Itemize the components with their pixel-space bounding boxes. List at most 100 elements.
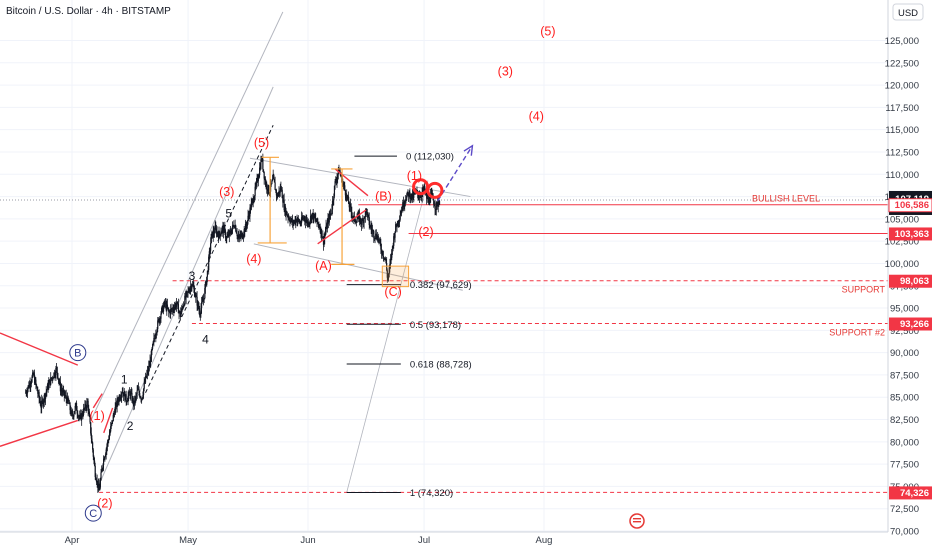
candle-body [130, 392, 132, 396]
candle-body [105, 449, 107, 455]
target-arrow-head [463, 144, 474, 156]
candle-body [48, 382, 50, 389]
candle-body [210, 243, 212, 251]
candle-body [126, 400, 129, 402]
candle-body [311, 213, 313, 220]
candle-body [249, 207, 251, 217]
candle-body [57, 378, 60, 381]
currency-label[interactable]: USD [898, 8, 918, 19]
y-tick-label: 70,000 [890, 527, 919, 538]
candle-body [134, 397, 136, 404]
candle-body [298, 219, 300, 223]
candle-body [279, 187, 281, 193]
candle-body [226, 237, 228, 239]
candle-body [77, 416, 80, 418]
candle-body [90, 422, 92, 434]
levels-layer: BULLISH LEVEL SUPPORT SUPPORT #2 [0, 194, 888, 493]
candle-body [382, 250, 384, 257]
candle-body [287, 215, 289, 218]
candle-body [254, 186, 256, 196]
candle-body [375, 233, 377, 238]
candle-body [198, 307, 200, 311]
candle-body [67, 396, 69, 401]
candle-body [183, 304, 185, 306]
candle-body [200, 308, 202, 315]
candle-body [193, 289, 196, 297]
candle-body [378, 239, 380, 241]
candle-body [260, 159, 263, 161]
candle-body [92, 442, 94, 450]
candle-body [353, 216, 356, 218]
x-tick-label: Jun [300, 535, 315, 546]
candle-body [320, 228, 322, 233]
candle-body [271, 178, 274, 181]
currency-button[interactable] [892, 3, 924, 21]
candle-body [208, 256, 210, 271]
candle-body [112, 414, 114, 422]
candle-body [392, 245, 394, 247]
candle-body [180, 312, 182, 317]
candle-body [219, 234, 221, 236]
candle-body [237, 235, 239, 237]
candle-body [259, 167, 261, 176]
candle-body [206, 276, 208, 285]
candle-body [143, 382, 145, 389]
candle-body [232, 225, 234, 226]
candle-body [122, 392, 125, 397]
candle-body [368, 217, 370, 226]
candle-body [138, 389, 140, 394]
candle-body [311, 212, 314, 214]
candle-body [295, 219, 297, 224]
candle-body [435, 209, 437, 211]
candle-body [73, 411, 76, 414]
candle-body [111, 420, 113, 424]
candle-body [414, 193, 416, 195]
candle-body [231, 229, 233, 234]
candle-body [88, 411, 91, 417]
candle-body [218, 231, 220, 238]
candle-body [157, 319, 160, 321]
candle-body [289, 220, 291, 223]
candle-body [316, 218, 318, 222]
candle-body [313, 214, 316, 218]
fib-level-label: 0.5 (93,178) [410, 320, 461, 331]
candle-body [388, 273, 390, 278]
candle-body [49, 379, 51, 385]
candle-body [357, 217, 359, 220]
candle-body [373, 237, 376, 239]
price-badge [889, 317, 932, 331]
bullish-level-label: BULLISH LEVEL [752, 194, 820, 204]
candle-body [266, 183, 268, 190]
candle-body [390, 257, 392, 259]
circled-wave-marker [84, 504, 102, 522]
candle-body [250, 207, 252, 210]
candle-body [125, 394, 127, 403]
candle-body [80, 414, 82, 420]
candle-body [224, 227, 226, 231]
candle-body [251, 199, 254, 201]
candle-body [407, 193, 410, 197]
candle-body [44, 393, 47, 399]
candle-body [117, 401, 120, 403]
candle-body [99, 487, 101, 491]
time-axis[interactable] [0, 531, 888, 550]
candle-body [354, 217, 356, 222]
candle-body [264, 178, 266, 180]
candle-body [279, 190, 281, 193]
y-tick-label: 80,000 [890, 437, 919, 448]
candle-body [393, 236, 395, 246]
candle-body [34, 375, 36, 384]
candle-body [385, 259, 387, 264]
candle-body [64, 395, 66, 397]
candle-body [28, 385, 30, 388]
candle-body [63, 389, 65, 391]
candle-body [299, 222, 301, 224]
candle-body [342, 183, 344, 185]
candle-body [426, 193, 428, 199]
candle-body [157, 320, 159, 329]
candle-body [246, 225, 248, 227]
candle-body [101, 469, 103, 473]
candle-body [312, 212, 314, 220]
candle-body [243, 229, 245, 236]
candle-body [381, 250, 383, 254]
